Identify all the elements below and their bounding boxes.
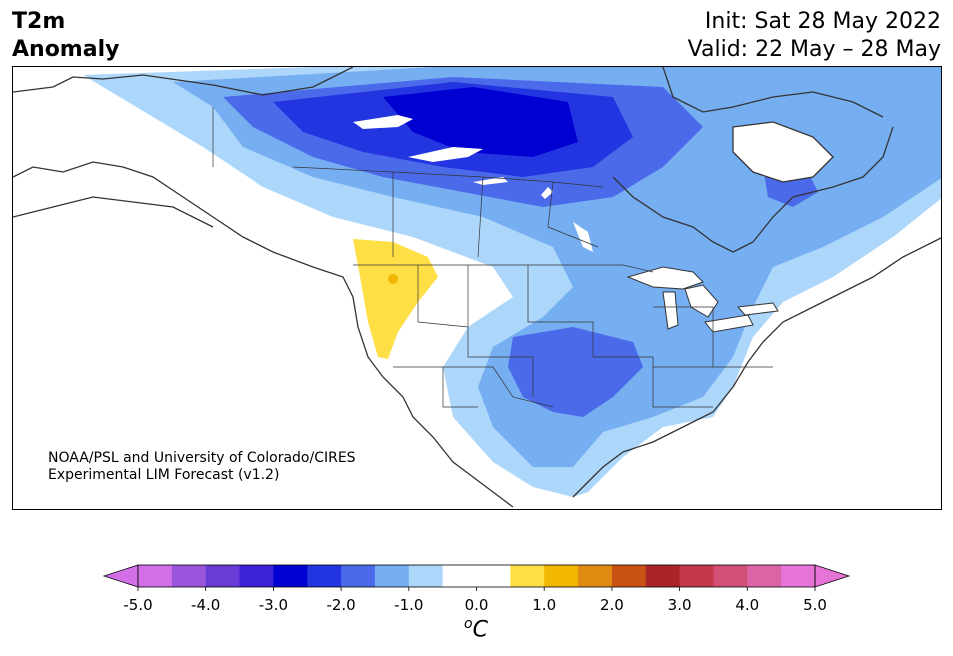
colorbar-tick-label: 0.0 xyxy=(464,596,489,614)
colorbar-swatch xyxy=(171,565,207,587)
colorbar-over-arrow xyxy=(814,564,851,588)
colorbar-swatch xyxy=(781,565,816,587)
colorbar-swatch xyxy=(205,565,241,587)
colorbar-swatch xyxy=(341,565,376,587)
title-right: Init: Sat 28 May 2022 Valid: 22 May – 28… xyxy=(688,8,941,64)
anomaly-region-darkest-blue xyxy=(383,87,578,157)
canadian-lakes xyxy=(353,115,593,252)
colorbar-unit: oC xyxy=(464,616,488,643)
colorbar-swatch xyxy=(510,565,545,587)
init-date: Init: Sat 28 May 2022 xyxy=(704,9,941,34)
colorbar-swatch xyxy=(374,565,410,587)
colorbar-swatch xyxy=(138,565,173,587)
colorbar-swatch xyxy=(544,565,579,587)
credit-text: NOAA/PSL and University of Colorado/CIRE… xyxy=(48,450,356,484)
colorbar-tick-label: 5.0 xyxy=(803,596,827,614)
title-variable: T2m xyxy=(12,9,66,34)
colorbar-swatch xyxy=(442,565,477,587)
anomaly-map xyxy=(13,67,941,508)
colorbar-swatch xyxy=(747,565,782,587)
great-lakes xyxy=(626,266,779,333)
credit-line-1: NOAA/PSL and University of Colorado/CIRE… xyxy=(48,450,356,466)
borders xyxy=(212,107,773,408)
colorbar-swatch xyxy=(679,565,714,587)
colorbar-tick-label: -4.0 xyxy=(191,596,221,614)
valid-range: Valid: 22 May – 28 May xyxy=(687,37,941,62)
colorbar-swatch xyxy=(307,565,342,587)
colorbar-swatch xyxy=(273,565,308,587)
colorbar xyxy=(102,564,851,591)
anomaly-region-yellow xyxy=(353,239,438,359)
colorbar-swatch xyxy=(476,565,511,587)
credit-line-2: Experimental LIM Forecast (v1.2) xyxy=(48,467,280,483)
colorbar-tick-label: 2.0 xyxy=(599,596,624,614)
coastlines xyxy=(13,67,941,508)
colorbar-swatch xyxy=(578,565,613,587)
colorbar-tick-label: -5.0 xyxy=(123,596,153,614)
colorbar-swatch xyxy=(645,565,681,587)
colorbar-swatch xyxy=(239,565,274,587)
colorbar-tick-label: 3.0 xyxy=(667,596,692,614)
colorbar-tick-label: -2.0 xyxy=(326,596,356,614)
colorbar-under-arrow xyxy=(102,564,139,588)
title-anomaly: Anomaly xyxy=(12,37,120,62)
colorbar-tick-label: -1.0 xyxy=(394,596,424,614)
anomaly-region-blue-south xyxy=(508,327,643,417)
title-left: T2m Anomaly xyxy=(12,8,119,64)
colorbar-tick-label: 4.0 xyxy=(735,596,760,614)
anomaly-region-orange xyxy=(388,274,398,284)
colorbar-swatch xyxy=(713,565,748,587)
colorbar-swatch xyxy=(611,565,647,587)
map-frame xyxy=(12,66,942,510)
colorbar-tick-label: 1.0 xyxy=(532,596,557,614)
colorbar-swatch xyxy=(408,565,444,587)
colorbar-tick-label: -3.0 xyxy=(258,596,289,614)
